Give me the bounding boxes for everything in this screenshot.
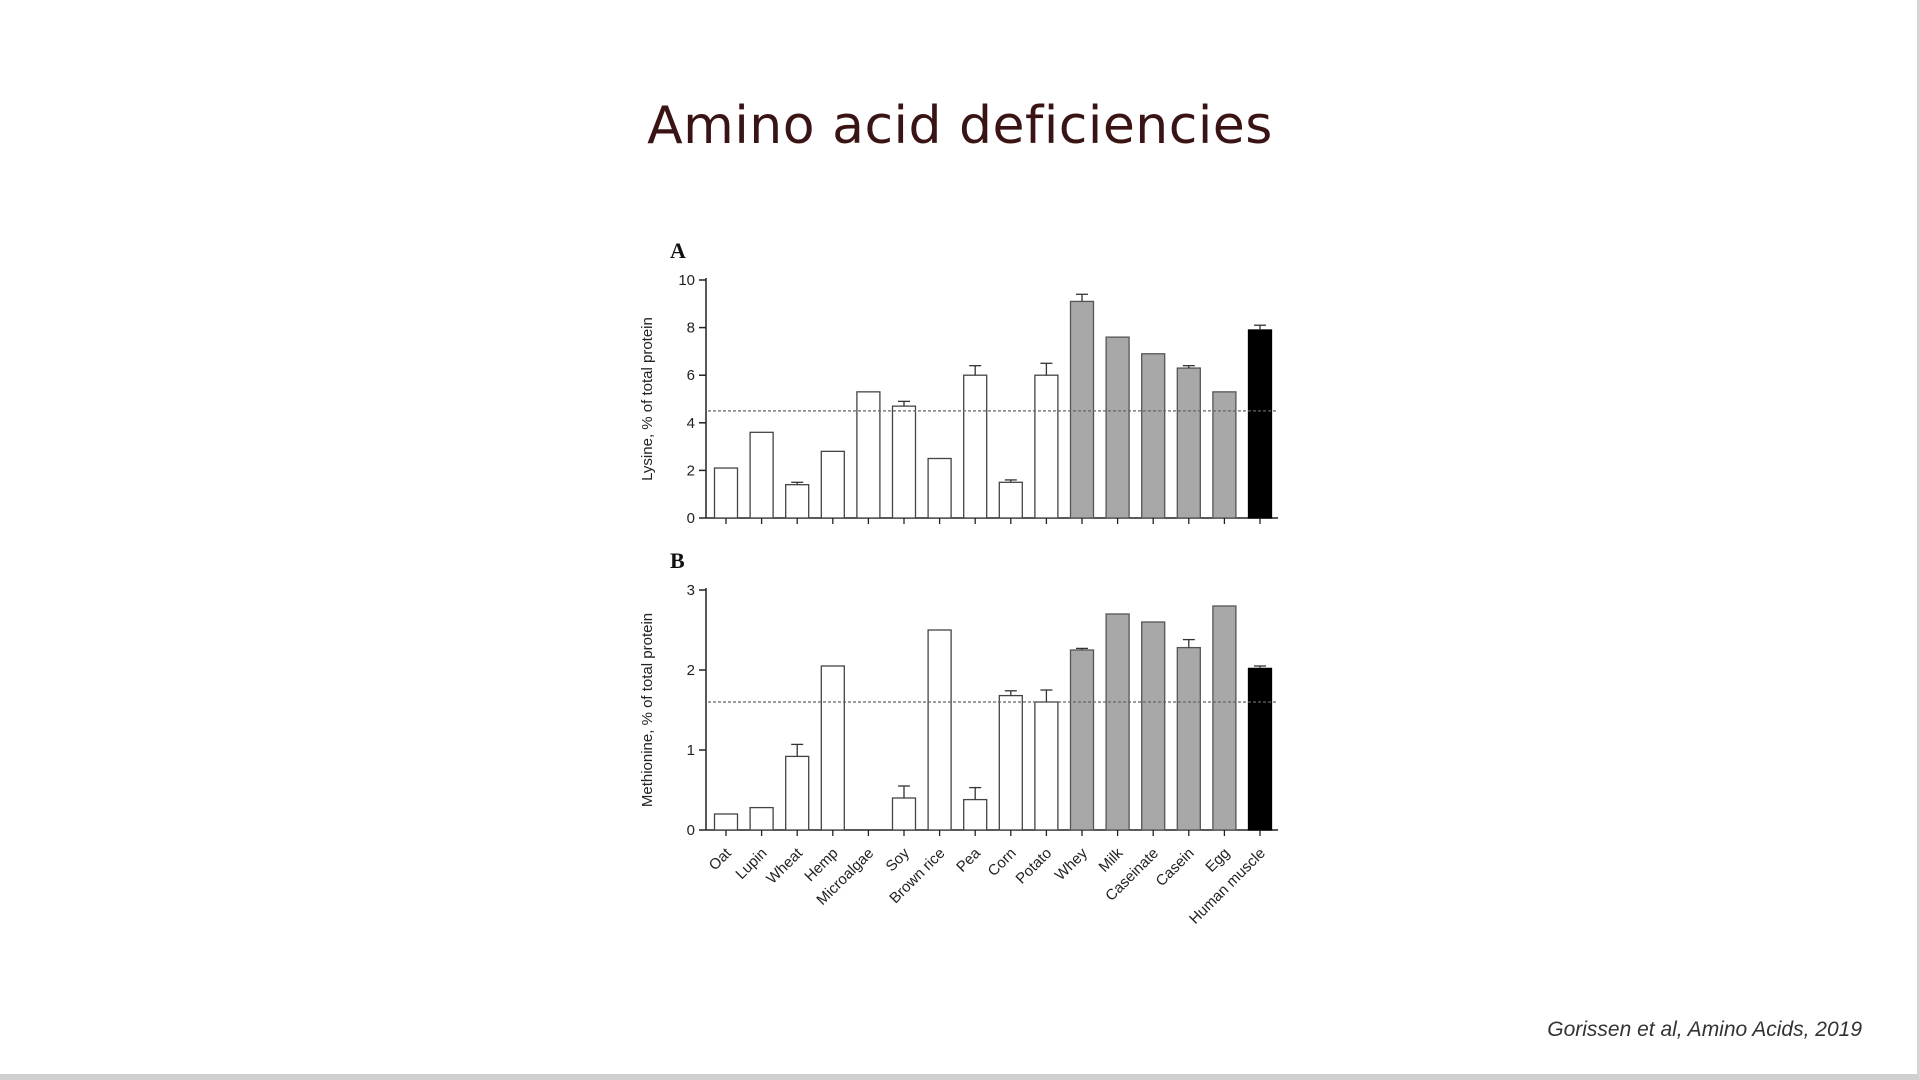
bar-egg xyxy=(1212,605,1237,831)
x-tick-label: Milk xyxy=(1096,844,1127,875)
bar-pea xyxy=(963,798,988,831)
bar-milk xyxy=(1105,613,1130,831)
bar-soy xyxy=(891,797,917,831)
y-tick-label: 0 xyxy=(687,822,695,839)
y-tick-label: 8 xyxy=(687,320,695,337)
bar-whey xyxy=(1069,649,1095,831)
x-tick-label: Potato xyxy=(1013,845,1056,888)
bar-milk xyxy=(1105,336,1130,519)
y-tick-label: 4 xyxy=(687,415,695,432)
y-tick-label: 6 xyxy=(687,367,695,384)
bar-human-muscle xyxy=(1247,667,1273,831)
bar-corn xyxy=(998,481,1023,519)
y-tick-label: 10 xyxy=(678,272,695,289)
y-tick-label: 2 xyxy=(687,662,695,679)
bar-pea xyxy=(963,374,988,519)
y-axis-label: Lysine, % of total protein xyxy=(639,317,656,481)
y-tick-label: 1 xyxy=(687,742,695,759)
bar-oat xyxy=(713,813,739,831)
x-tick-label: Wheat xyxy=(763,844,806,887)
bar-soy xyxy=(891,405,917,519)
bar-wheat xyxy=(785,755,810,831)
y-tick-label: 0 xyxy=(687,510,695,527)
citation: Gorissen et al, Amino Acids, 2019 xyxy=(1547,1018,1862,1041)
slide-title: Amino acid deficiencies xyxy=(647,96,1273,156)
bar-corn xyxy=(998,694,1023,831)
x-tick-label: Oat xyxy=(706,844,736,874)
x-tick-label: Soy xyxy=(883,844,914,875)
x-tick-label: Egg xyxy=(1202,845,1233,876)
bar-potato xyxy=(1034,374,1059,519)
bar-whey xyxy=(1069,300,1095,519)
bar-human-muscle xyxy=(1247,329,1273,519)
bar-lupin xyxy=(749,431,774,519)
bar-casein xyxy=(1176,646,1201,831)
x-tick-label: Whey xyxy=(1052,844,1091,883)
panel-label: B xyxy=(670,548,685,573)
y-tick-label: 3 xyxy=(687,582,695,599)
bar-wheat xyxy=(785,484,810,519)
x-tick-label: Pea xyxy=(953,844,984,875)
bar-lupin xyxy=(749,806,774,831)
bar-casein xyxy=(1176,367,1201,519)
x-tick-label: Casein xyxy=(1153,845,1198,890)
panel-label: A xyxy=(670,238,686,263)
y-tick-label: 2 xyxy=(687,462,695,479)
bar-brown-rice xyxy=(927,457,952,519)
bar-potato xyxy=(1034,701,1059,831)
bar-caseinate xyxy=(1141,621,1166,831)
bar-oat xyxy=(713,467,739,519)
bar-brown-rice xyxy=(927,629,952,831)
bar-hemp xyxy=(820,450,845,519)
bar-caseinate xyxy=(1141,353,1166,519)
bar-hemp xyxy=(820,665,845,831)
y-axis-label: Methionine, % of total protein xyxy=(639,613,656,807)
